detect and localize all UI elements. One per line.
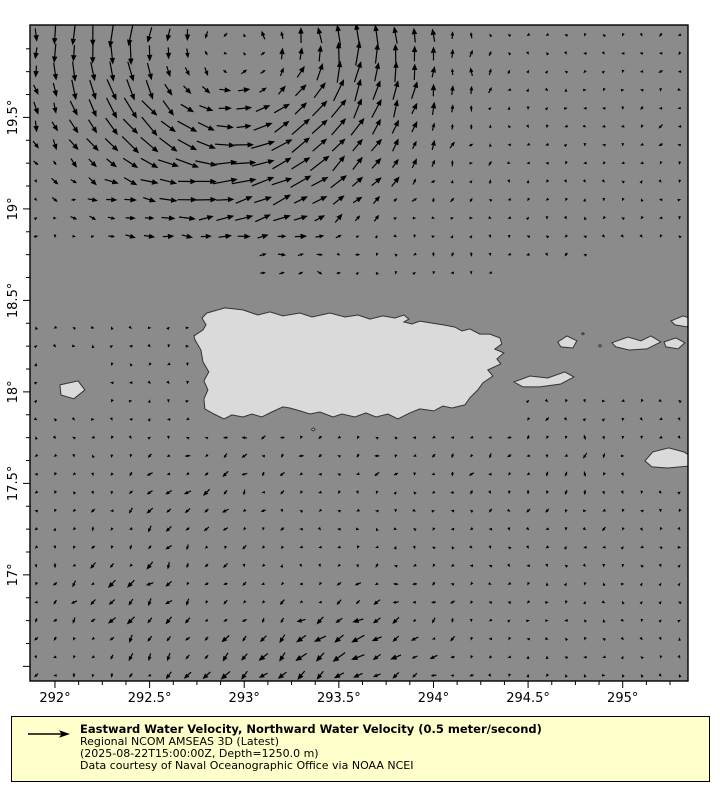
x-tick-label: 292.5° <box>128 691 172 706</box>
y-tick-label: 19° <box>6 197 21 220</box>
arrow-shafts <box>32 25 664 678</box>
x-tick-label: 293° <box>229 691 260 706</box>
reference-arrow-icon <box>28 730 70 738</box>
x-tick-label: 292° <box>39 691 70 706</box>
legend-model-line: Regional NCOM AMSEAS 3D (Latest) <box>80 734 279 748</box>
y-tick-label: 17° <box>6 563 21 586</box>
y-tick-label: 17.5° <box>6 466 21 501</box>
y-tick-label: 19.5° <box>6 100 21 135</box>
y-tick-label: 18.5° <box>6 283 21 318</box>
island-vieques <box>512 371 575 388</box>
x-tick-label: 295° <box>607 691 638 706</box>
island-tortola <box>670 315 688 328</box>
axis-labels: 292° 292.5° 293° 293.5° 294° 294.5° 295° 19.5° 1… <box>6 100 638 706</box>
axis-ticks <box>23 48 671 688</box>
legend-box: Eastward Water Velocity, Northward Water… <box>11 716 710 782</box>
island-puerto-rico <box>193 307 505 420</box>
legend-text: Eastward Water Velocity, Northward Water… <box>80 717 542 772</box>
reference-arrow-wrap <box>12 717 80 746</box>
x-tick-label: 294.5° <box>506 691 550 706</box>
legend-time-depth-line: (2025-08-22T15:00:00Z, Depth=1250.0 m) <box>80 746 319 760</box>
plot-frame <box>29 24 689 682</box>
island-st-john <box>663 337 686 350</box>
legend-credit-line: Data courtesy of Naval Oceanographic Off… <box>80 758 414 772</box>
x-tick-label: 293.5° <box>317 691 361 706</box>
islet-islet-ne-culebra <box>580 331 586 336</box>
island-st-thomas <box>611 335 662 351</box>
island-culebra <box>557 335 578 349</box>
land-layer <box>59 307 688 469</box>
island-st-croix <box>644 447 688 469</box>
y-tick-label: 18° <box>6 380 21 403</box>
legend-title: Eastward Water Velocity, Northward Water… <box>80 722 542 736</box>
islet-caja-de-muertos <box>310 427 316 432</box>
island-mona <box>59 380 86 400</box>
islet-islet-west-st-thomas <box>597 343 603 348</box>
current-arrows-layer <box>32 25 682 680</box>
x-tick-label: 294° <box>418 691 449 706</box>
